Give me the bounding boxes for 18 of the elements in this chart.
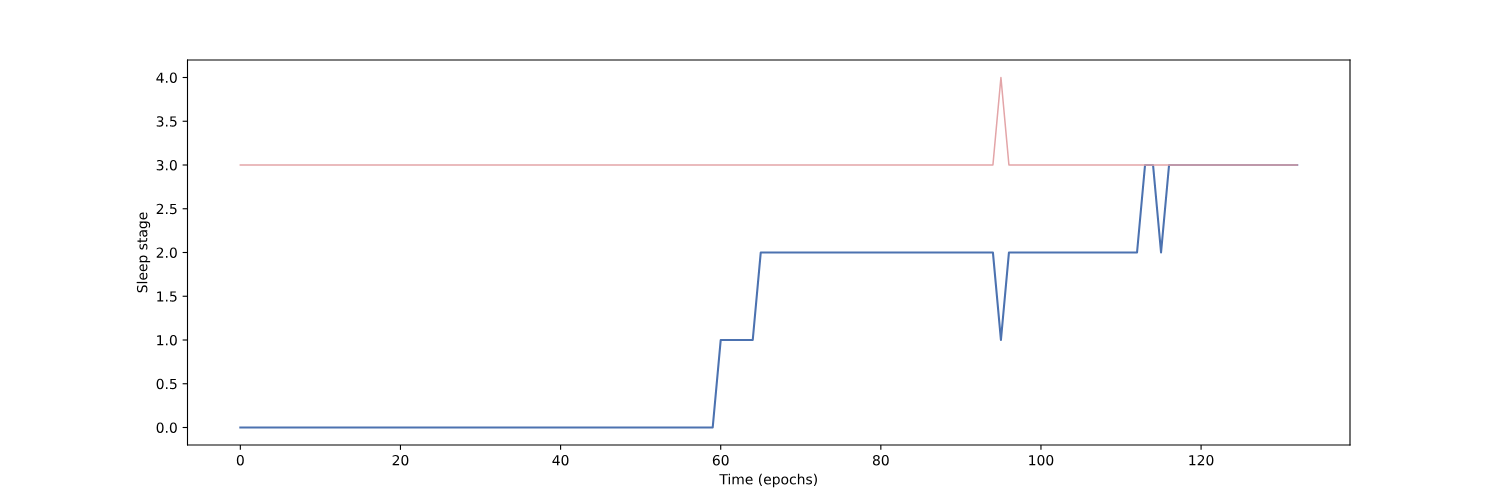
y-tick-label: 4.0 (156, 72, 177, 83)
y-axis-title: Sleep stage (136, 212, 151, 293)
y-tick-label: 3.0 (156, 159, 177, 171)
x-tick-label: 100 (1029, 454, 1054, 466)
x-tick-label: 120 (1189, 454, 1214, 466)
y-tick-label: 3.5 (156, 116, 177, 127)
x-axis-title: Time (epochs) (719, 473, 817, 488)
x-tick-label: 20 (392, 454, 409, 466)
y-tick-label: 0.5 (156, 378, 177, 390)
x-tick-label: 40 (552, 454, 569, 466)
y-tick-label: 0.0 (156, 422, 177, 433)
x-tick-label: 0 (236, 454, 244, 466)
y-tick-label: 2.5 (156, 203, 177, 215)
y-tick-label: 1.0 (157, 334, 177, 346)
y-tick-label: 2.0 (156, 247, 177, 258)
x-tick-label: 80 (872, 454, 889, 466)
y-tick-label: 1.5 (157, 291, 177, 302)
x-tick-label: 60 (712, 454, 729, 466)
